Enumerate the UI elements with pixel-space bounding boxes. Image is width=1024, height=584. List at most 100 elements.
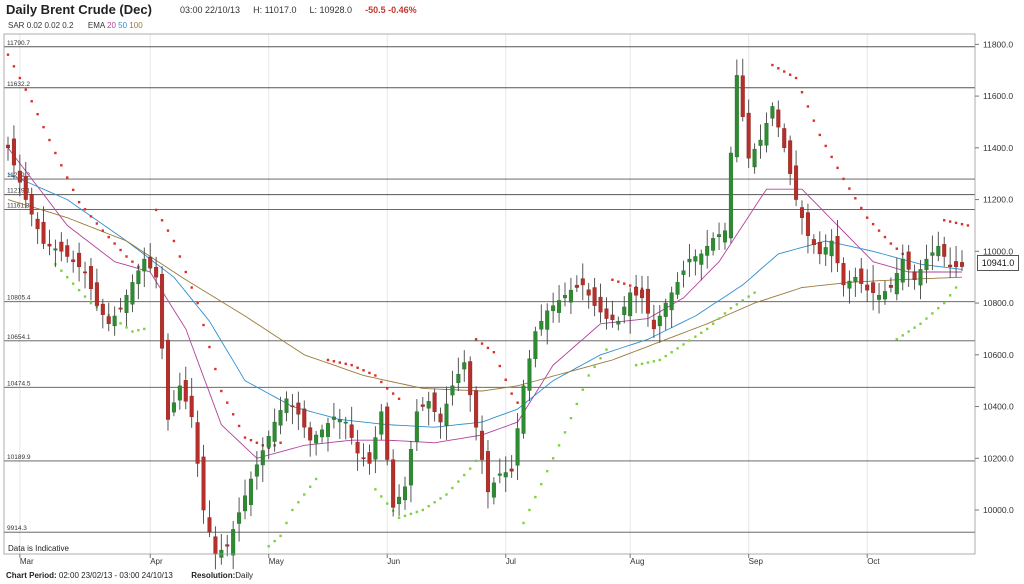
sar-dot	[937, 307, 940, 310]
candle-body	[314, 434, 319, 444]
candle-body	[432, 392, 437, 412]
candle-body	[59, 241, 64, 252]
candle-body	[906, 251, 911, 270]
sar-dot	[427, 504, 430, 508]
candle-body	[794, 165, 799, 200]
sar-dot	[208, 345, 211, 349]
sar-dot	[706, 327, 709, 331]
candle-body	[308, 427, 313, 441]
candle-body	[154, 266, 159, 278]
sar-dot	[71, 188, 75, 192]
candle-body	[557, 300, 562, 313]
candle-body	[391, 459, 396, 508]
sar-dot	[48, 138, 51, 142]
sar-dot	[30, 100, 33, 103]
chart-title: Daily Brent Crude (Dec)	[6, 2, 152, 17]
sar-dot	[421, 508, 424, 512]
sar-dot	[368, 371, 371, 375]
quote-change-pct: -0.46%	[388, 5, 417, 15]
sar-dot	[628, 284, 632, 287]
quote-change: -50.5	[365, 5, 386, 15]
sar-dot	[593, 365, 596, 369]
candle-body	[260, 450, 265, 466]
sar-dot	[865, 216, 869, 219]
candle-body	[758, 139, 763, 146]
sar-dot	[895, 247, 899, 250]
x-tick-label: Jul	[506, 557, 516, 566]
sar-dot	[415, 510, 419, 514]
candle-body	[734, 75, 739, 158]
sar-dot	[24, 88, 27, 91]
sar-dot	[196, 301, 199, 305]
sar-dot	[907, 330, 910, 333]
sar-dot	[113, 242, 116, 245]
candle-body	[225, 544, 230, 547]
sar-dot	[36, 112, 39, 116]
candle-body	[912, 271, 917, 280]
sar-dot	[60, 269, 63, 272]
sar-dot	[60, 164, 63, 167]
y-tick-label: 11400.0	[983, 143, 1013, 153]
sar-dot	[344, 362, 347, 366]
sar-dot	[605, 348, 608, 351]
y-tick-label: 10200.0	[983, 453, 1014, 463]
candle-body	[201, 456, 206, 511]
sar-dot	[913, 326, 916, 329]
chart-footer: Chart Period: 02:00 23/02/13 - 03:00 24/…	[6, 571, 253, 580]
sar-dot	[160, 219, 164, 222]
candle-body	[248, 478, 253, 505]
sar-label: SAR	[8, 21, 25, 30]
sar-params: 0.02 0.02 0.2	[26, 21, 74, 30]
candle-body	[651, 319, 656, 330]
sar-dot	[854, 197, 857, 200]
sar-dot	[510, 392, 513, 395]
candle-body	[379, 411, 384, 435]
sar-dot	[860, 206, 863, 210]
candle-body	[859, 268, 864, 284]
candle-body	[545, 310, 550, 330]
sar-dot	[184, 270, 187, 274]
level-label: 11219.1	[7, 188, 30, 195]
sar-dot	[83, 208, 87, 211]
candle-body	[764, 123, 769, 146]
sar-dot	[249, 438, 253, 442]
sar-dot	[783, 70, 786, 73]
sar-dot	[658, 358, 662, 362]
level-label: 10654.1	[7, 334, 31, 341]
sar-dot	[901, 334, 904, 337]
candle-body	[936, 245, 941, 257]
sar-dot	[273, 539, 276, 543]
sar-dot	[640, 362, 644, 366]
candle-body	[717, 234, 722, 237]
ema-label: EMA	[87, 21, 105, 30]
sar-dot	[504, 378, 507, 382]
sar-dots	[6, 53, 970, 548]
candle-body	[657, 315, 662, 327]
candle-body	[183, 380, 188, 402]
candle-body	[71, 259, 76, 262]
candle-body	[491, 482, 496, 498]
sar-dot	[557, 444, 561, 447]
candle-body	[213, 536, 218, 555]
sar-dot	[279, 441, 282, 444]
candle-body	[533, 331, 538, 359]
sar-dot	[688, 339, 691, 342]
candle-body	[882, 291, 887, 300]
sar-dot	[711, 322, 715, 325]
ema-line	[7, 147, 962, 459]
sar-dot	[682, 343, 685, 346]
last-price-tag: 10941.0	[977, 255, 1019, 271]
sar-dot	[753, 291, 756, 294]
candle-body	[438, 413, 443, 423]
candle-body	[420, 404, 425, 407]
sar-dot	[883, 235, 887, 239]
sar-dot	[350, 363, 353, 367]
candle-body	[100, 303, 105, 315]
candle-body	[373, 437, 378, 460]
candle-body	[414, 411, 419, 442]
candle-body	[361, 457, 366, 459]
sar-dot	[332, 360, 336, 363]
sar-dot	[190, 286, 193, 289]
candle-body	[124, 295, 129, 313]
sar-dot	[747, 295, 750, 298]
